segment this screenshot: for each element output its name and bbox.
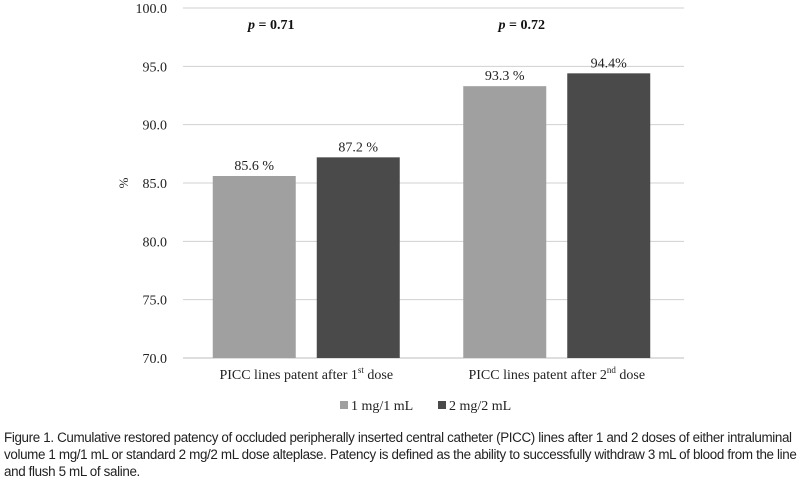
bar	[567, 73, 651, 358]
bar	[463, 86, 547, 359]
bar	[316, 157, 400, 358]
p-value-annotation: p = 0.71	[247, 18, 294, 33]
figure-caption: Figure 1. Cumulative restored patency of…	[4, 430, 797, 479]
x-tick-label: PICC lines patent after 2nd dose	[468, 365, 645, 383]
data-label: 85.6 %	[234, 159, 274, 174]
y-tick-label: 70.0	[143, 352, 168, 367]
y-tick-label: 85.0	[143, 177, 168, 192]
y-axis-label: %	[116, 177, 131, 188]
legend-swatch	[438, 401, 446, 409]
legend-label: 1 mg/1 mL	[351, 399, 413, 414]
p-value-annotation: p = 0.72	[498, 18, 545, 33]
bar-chart: 70.0 75.0 80.0 85.0 90.0 95.0 100.0% 85.6 % 87.2…	[116, 2, 684, 414]
data-label: 93.3 %	[485, 69, 525, 84]
x-tick-label: PICC lines patent after 1st dose	[219, 365, 393, 383]
y-tick-label: 95.0	[143, 60, 168, 75]
y-tick-label: 90.0	[143, 119, 168, 134]
data-label: 87.2 %	[338, 140, 378, 155]
legend-swatch	[340, 401, 348, 409]
bar	[212, 176, 296, 358]
legend-label: 2 mg/2 mL	[449, 399, 511, 414]
y-tick-label: 100.0	[136, 2, 168, 17]
y-tick-label: 75.0	[143, 294, 168, 309]
data-label: 94.4%	[591, 56, 628, 71]
y-tick-label: 80.0	[143, 235, 168, 250]
